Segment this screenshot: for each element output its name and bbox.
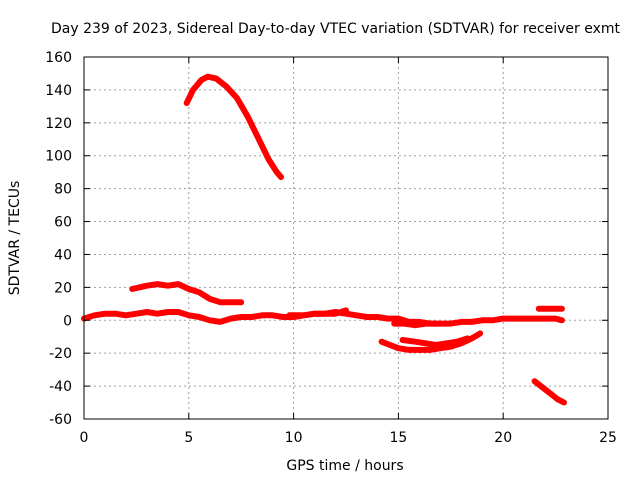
x-tick-label: 15 [389,430,407,446]
y-tick-label: -60 [49,412,72,428]
series-arc-4 [286,307,349,319]
y-tick-label: -40 [49,379,72,395]
series-arc-7 [391,320,440,329]
x-tick-label: 0 [80,430,89,446]
y-tick-label: 140 [45,83,72,99]
series-arc-1 [183,73,284,181]
y-tick-label: 0 [63,313,72,329]
x-tick-label: 20 [494,430,512,446]
x-tick-label: 10 [285,430,303,446]
plot-frame [83,56,609,420]
series-arc-2 [129,281,245,306]
y-tick-label: 20 [54,280,72,296]
x-tick-label: 5 [184,430,193,446]
axis-ticks: 0 5 10 15 20 25 -60 -40 -20 0 20 40 60 80 100 120 140 160 [45,50,617,446]
y-tick-label: 80 [54,182,72,198]
chart-title: Day 239 of 2023, Sidereal Day-to-day VTE… [51,21,621,37]
x-tick-label: 25 [599,430,617,446]
series-arc-6 [399,335,471,348]
series-layer [81,73,567,406]
x-axis-label: GPS time / hours [286,458,403,474]
y-tick-label: -20 [49,346,72,362]
series-arc-9 [531,378,567,406]
y-tick-label: 40 [54,247,72,263]
y-tick-label: 100 [45,149,72,165]
y-tick-label: 120 [45,116,72,132]
grid [84,57,608,419]
y-axis-label: SDTVAR / TECUs [7,181,23,296]
y-tick-label: 60 [54,215,72,231]
y-tick-label: 160 [45,50,72,66]
